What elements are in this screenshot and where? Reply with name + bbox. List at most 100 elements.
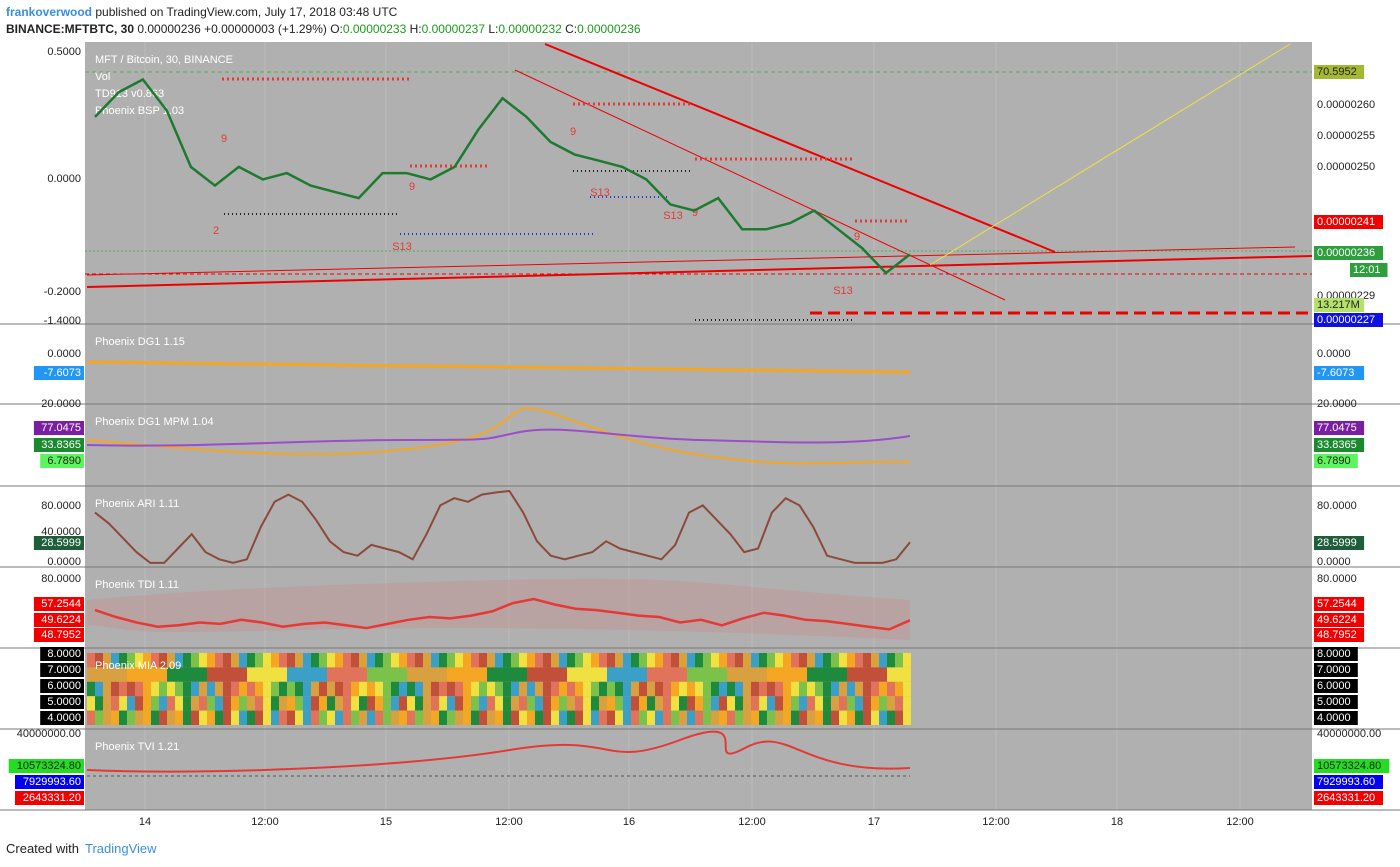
heat-cell [663,653,671,668]
heat-cell [583,710,591,725]
label-box [33,536,84,550]
heat-cell [431,696,439,711]
heat-cell [375,653,383,668]
heat-cell [527,696,535,711]
heat-cell [807,667,815,682]
heat-cell [607,653,615,668]
heat-cell [223,667,231,682]
heat-cell [495,667,503,682]
heat-cell [807,696,815,711]
heat-cell [375,681,383,697]
heat-cell [735,681,743,697]
heat-cell [223,696,231,711]
heat-cell [327,681,335,697]
heat-cell [319,653,327,668]
left-axis-label: 6.7890 [47,455,81,467]
heat-cell [359,710,367,725]
heat-cell [503,653,511,668]
left-axis-label: 10573324.80 [17,760,81,772]
heat-cell [247,710,255,725]
label-box [33,597,84,611]
left-axis-label: 2643331.20 [23,792,81,804]
heat-cell [719,710,727,725]
right-axis-label: 0.00000241 [1317,216,1375,228]
heat-cell [695,681,703,697]
heat-cell [223,681,231,697]
right-axis-label: 13.217M [1317,299,1360,311]
heat-cell [751,710,759,725]
right-axis-label: 0.00000236 [1317,247,1375,259]
brand-link[interactable]: TradingView [84,841,157,856]
pane-title: Phoenix DG1 1.15 [95,336,185,348]
heat-cell [887,667,895,682]
heat-cell [455,653,463,668]
heat-cell [103,653,111,668]
heat-cell [151,696,159,711]
heat-cell [287,667,295,682]
heat-cell [527,681,535,697]
pane-title: Phoenix TDI 1.11 [95,579,179,591]
heat-cell [711,681,719,697]
heat-cell [359,696,367,711]
heat-cell [103,667,111,682]
heat-cell [311,710,319,725]
heat-cell [119,696,127,711]
heat-cell [95,681,103,697]
label-box [1314,628,1365,642]
heat-cell [775,710,783,725]
heat-cell [663,696,671,711]
label-box [1314,246,1383,260]
heat-cell [87,653,95,668]
heat-cell [583,696,591,711]
heat-cell [647,696,655,711]
heat-cell [415,653,423,668]
heat-cell [663,710,671,725]
label-box [1314,65,1365,79]
heat-cell [511,653,519,668]
heat-cell [503,681,511,697]
pane-legend: Vol [95,71,110,83]
heat-cell [839,710,847,725]
right-axis-label: 2643331.20 [1317,792,1375,804]
heat-cell [463,653,471,668]
ohlc-label: L: [488,22,499,36]
heat-cell [887,653,895,668]
heat-cell [639,667,647,682]
heat-cell [807,681,815,697]
last: 0.00000236 [137,22,201,36]
author[interactable]: frankoverwood [6,5,93,19]
heat-cell [415,667,423,682]
td-annotation: 9 [409,181,415,193]
heat-cell [831,681,839,697]
heat-cell [247,667,255,682]
heat-cell [455,667,463,682]
heat-cell [647,710,655,725]
heat-cell [311,696,319,711]
ohlc-label: H: [409,22,422,36]
heat-cell [735,710,743,725]
heat-cell [487,710,495,725]
heat-cell [727,710,735,725]
heat-cell [255,696,263,711]
x-tick-label: 12:00 [738,816,766,828]
heat-cell [559,696,567,711]
heat-cell [407,681,415,697]
heat-cell [439,681,447,697]
heat-cell [535,710,543,725]
heat-cell [735,696,743,711]
heat-cell [135,667,143,682]
ohlc-value: 0.00000237 [421,22,486,36]
heat-cell [143,653,151,668]
heat-cell [191,710,199,725]
ohlc-value: 0.00000233 [342,22,407,36]
label-box [1314,454,1358,468]
heat-cell [639,681,647,697]
heat-cell [791,710,799,725]
heat-cell [711,710,719,725]
heat-cell [503,710,511,725]
label-box [1314,215,1383,229]
heat-cell [455,681,463,697]
left-axis-label: 80.0000 [41,573,81,585]
heat-cell [623,696,631,711]
x-tick-label: 12:00 [251,816,279,828]
